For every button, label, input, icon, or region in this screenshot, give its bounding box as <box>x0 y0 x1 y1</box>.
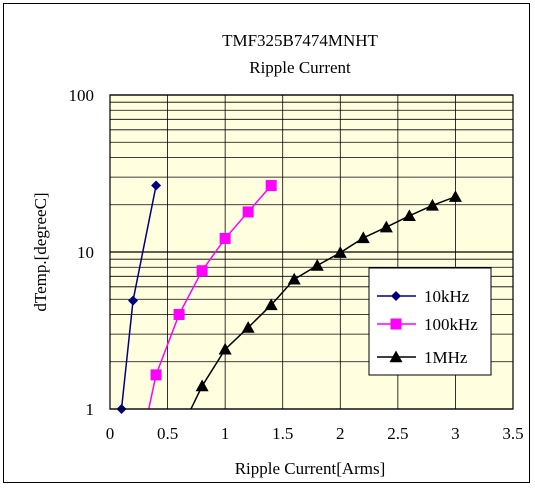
data-point <box>195 379 209 392</box>
data-point <box>356 231 370 244</box>
y-tick-label: 10 <box>77 243 94 262</box>
data-point <box>218 342 232 355</box>
data-point <box>241 321 255 333</box>
x-tick-label: 2 <box>336 424 345 443</box>
data-point <box>151 180 162 191</box>
data-point <box>379 220 393 233</box>
legend-label: 10kHz <box>424 287 470 306</box>
data-point <box>242 206 254 218</box>
chart-title: TMF325B7474MNHT <box>222 31 378 50</box>
x-tick-label: 0 <box>106 424 115 443</box>
data-point <box>264 298 278 311</box>
y-axis-label: dTemp.[degreeC] <box>31 192 50 311</box>
x-tick-label: 1.5 <box>272 424 293 443</box>
axes: 0 0.5 1 1.5 2 2.5 3 3.5 1 10 100 <box>69 86 524 443</box>
data-point <box>402 209 416 222</box>
x-axis-label: Ripple Current[Arms] <box>235 459 386 478</box>
legend-label: 1MHz <box>424 348 468 367</box>
plot-border <box>109 94 514 410</box>
x-tick-label: 0.5 <box>157 424 178 443</box>
data-point <box>448 190 462 202</box>
y-tick-label: 1 <box>86 400 95 419</box>
legend-marker <box>391 291 401 301</box>
x-tick-label: 3 <box>451 424 460 443</box>
data-point <box>333 246 347 258</box>
data-point <box>196 265 208 277</box>
data-point <box>265 180 277 192</box>
legend: 10kHz 100kHz 1MHz <box>368 267 492 376</box>
legend-marker <box>389 350 403 363</box>
data-point <box>173 308 185 320</box>
x-tick-label: 2.5 <box>387 424 408 443</box>
x-tick-label: 1 <box>221 424 230 443</box>
data-point <box>150 369 162 381</box>
legend-marker <box>390 318 402 330</box>
data-point <box>287 272 301 285</box>
x-tick-label: 3.5 <box>502 424 523 443</box>
chart-subtitle: Ripple Current <box>249 58 351 77</box>
data-point <box>425 198 439 211</box>
data-point <box>310 259 324 271</box>
marker-layer <box>116 180 462 414</box>
legend-label: 100kHz <box>424 315 478 334</box>
data-point <box>128 295 139 306</box>
data-point <box>219 232 231 244</box>
y-tick-label: 100 <box>69 86 95 105</box>
